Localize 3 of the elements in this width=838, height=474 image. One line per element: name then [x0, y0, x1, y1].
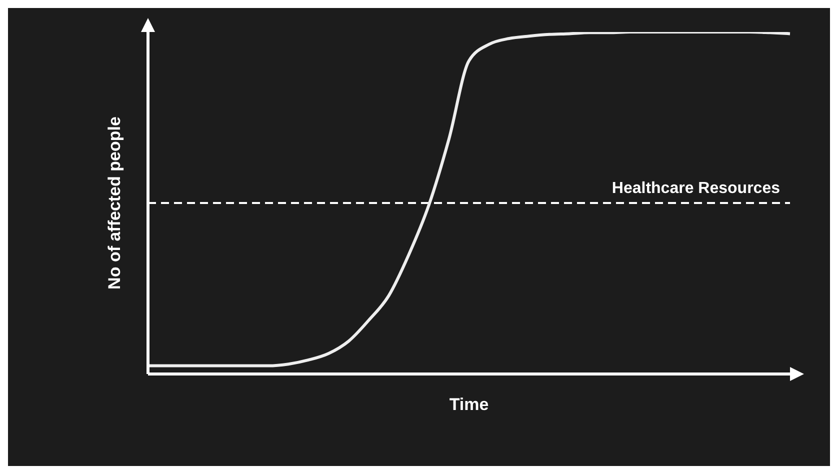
ref-line-label: Healthcare Resources — [612, 180, 780, 197]
x-axis-title: Time — [449, 395, 489, 414]
y-axis-title: No of affected people — [105, 116, 124, 290]
